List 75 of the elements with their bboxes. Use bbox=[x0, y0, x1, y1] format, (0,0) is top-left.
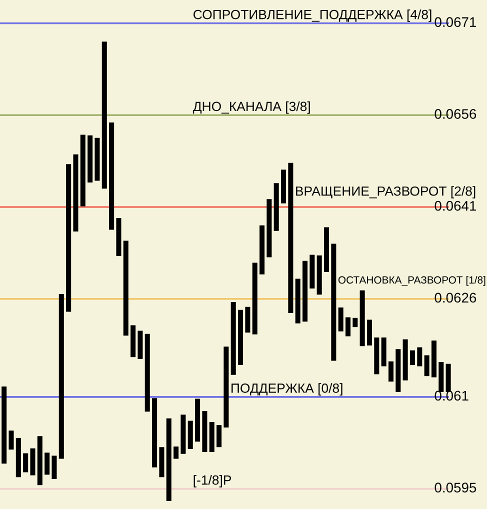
bar bbox=[52, 456, 57, 479]
bar bbox=[180, 414, 186, 454]
bar bbox=[30, 448, 36, 476]
ref-line-label: СОПРОТИВЛЕНИЕ_ПОДДЕРЖКА [4/8] bbox=[194, 10, 432, 22]
bar bbox=[302, 260, 308, 322]
bar bbox=[123, 240, 128, 336]
ref-line-label: ДНО_КАНАЛА [3/8] bbox=[192, 101, 310, 114]
bar bbox=[58, 294, 64, 459]
bar bbox=[402, 339, 408, 380]
bar bbox=[188, 420, 193, 449]
bar bbox=[66, 164, 72, 312]
bar bbox=[37, 436, 42, 486]
bar bbox=[438, 362, 444, 392]
bar bbox=[316, 255, 322, 295]
bar bbox=[431, 340, 436, 378]
bar bbox=[381, 337, 386, 366]
bar bbox=[295, 278, 300, 324]
bar bbox=[116, 218, 122, 256]
bar bbox=[73, 154, 78, 232]
bar bbox=[281, 170, 286, 204]
y-tick-label: 0.0641 bbox=[434, 200, 476, 211]
bar bbox=[202, 411, 208, 452]
bar bbox=[366, 320, 372, 346]
bar bbox=[274, 183, 279, 231]
y-tick-label: 0.061 bbox=[434, 390, 468, 401]
bar bbox=[159, 447, 164, 478]
bar bbox=[230, 302, 236, 375]
bar bbox=[130, 325, 136, 358]
bar bbox=[410, 350, 415, 366]
bar bbox=[224, 346, 229, 428]
bar bbox=[288, 162, 294, 313]
bar bbox=[424, 355, 430, 376]
bar bbox=[374, 337, 380, 374]
bar bbox=[266, 199, 272, 258]
bar bbox=[446, 364, 451, 392]
ref-line-label: [-1/8]P bbox=[194, 475, 232, 488]
bar bbox=[102, 42, 107, 189]
bar bbox=[352, 318, 358, 328]
ref-line-label: ВРАЩЕНИЕ_РАЗВОРОТ [2/8] bbox=[296, 186, 476, 198]
bar bbox=[109, 122, 114, 230]
bar bbox=[144, 334, 150, 412]
bar bbox=[310, 254, 315, 288]
bar bbox=[331, 244, 336, 361]
bar bbox=[195, 398, 200, 442]
bar bbox=[338, 307, 344, 332]
bar bbox=[8, 430, 14, 450]
bar bbox=[174, 446, 179, 459]
ref-line-label: ПОДДЕРЖКА [0/8] bbox=[232, 383, 342, 396]
bar bbox=[80, 134, 86, 206]
bar bbox=[44, 452, 50, 475]
bar bbox=[209, 422, 214, 452]
bar bbox=[216, 425, 222, 448]
bar bbox=[360, 290, 365, 346]
bar bbox=[23, 453, 28, 472]
bar bbox=[166, 418, 172, 502]
ref-line-label: ОСТАНОВКА_РАЗВОРОТ [1/8] bbox=[338, 276, 486, 286]
bar bbox=[16, 438, 21, 478]
bar bbox=[88, 135, 93, 183]
bar bbox=[388, 361, 394, 382]
bar bbox=[238, 310, 244, 366]
bar bbox=[152, 398, 158, 468]
bar bbox=[138, 330, 143, 359]
bar bbox=[345, 317, 351, 336]
y-tick-label: 0.0656 bbox=[434, 109, 476, 119]
bar bbox=[396, 349, 401, 392]
bar bbox=[324, 227, 330, 272]
y-tick-label: 0.0626 bbox=[434, 292, 476, 303]
bar bbox=[417, 347, 422, 366]
bar bbox=[260, 225, 265, 274]
bar bbox=[245, 306, 250, 333]
bar bbox=[94, 138, 100, 181]
bar bbox=[2, 386, 7, 464]
y-tick-label: 0.0595 bbox=[434, 482, 476, 493]
bar bbox=[252, 262, 258, 334]
y-tick-label: 0.0671 bbox=[434, 17, 476, 28]
